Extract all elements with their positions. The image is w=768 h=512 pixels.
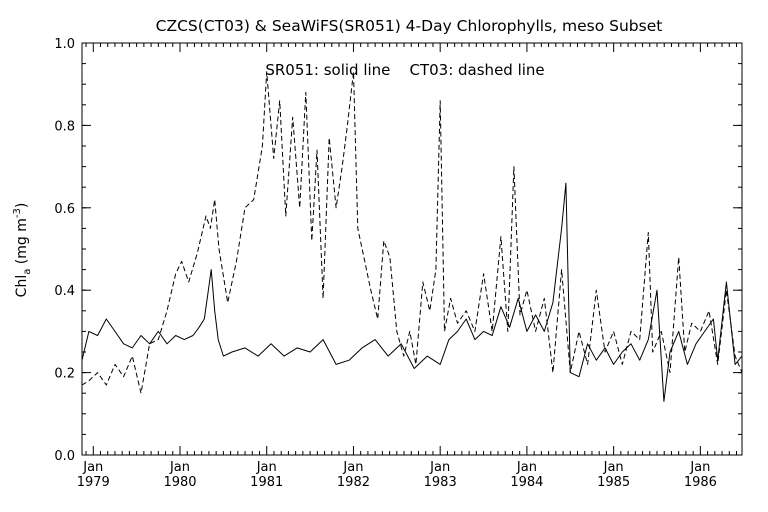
x-tick-month: Jan [342, 460, 363, 475]
x-tick-month: Jan [169, 460, 190, 475]
y-tick-label: 0.4 [54, 284, 75, 299]
x-tick-year: 1980 [163, 475, 196, 490]
plot-frame [81, 42, 743, 456]
y-axis-label-sup: -3 [12, 208, 23, 218]
x-tick-year: 1982 [337, 475, 370, 490]
series-line-ct03 [81, 71, 743, 394]
chart-title: CZCS(CT03) & SeaWiFS(SR051) 4-Day Chloro… [156, 17, 663, 35]
x-tick-year: 1983 [424, 475, 457, 490]
x-tick-year: 1986 [684, 475, 717, 490]
y-axis-label: Chla (mg m-3) [12, 203, 33, 298]
y-tick-label: 0.0 [54, 449, 75, 464]
x-tick-year: 1979 [77, 475, 110, 490]
x-tick-month: Jan [256, 460, 277, 475]
x-tick-month: Jan [603, 460, 624, 475]
x-tick-month: Jan [689, 460, 710, 475]
x-axis: Jan1979Jan1980Jan1981Jan1982Jan1983Jan19… [77, 43, 738, 490]
y-tick-label: 0.2 [54, 367, 75, 382]
y-axis-label-close: ) [14, 203, 30, 208]
y-tick-label: 1.0 [54, 37, 75, 52]
x-tick-year: 1984 [510, 475, 543, 490]
y-axis-label-sub: a [22, 269, 33, 275]
x-tick-month: Jan [516, 460, 537, 475]
series-annotation: SR051: solid line CT03: dashed line [265, 61, 544, 79]
x-tick-year: 1985 [597, 475, 630, 490]
y-axis-label-main: Chl [14, 275, 30, 298]
y-axis: 0.0 0.2 0.4 0.6 0.8 1.0 [54, 37, 742, 464]
x-tick-year: 1981 [250, 475, 283, 490]
x-tick-month: Jan [82, 460, 103, 475]
y-tick-label: 0.6 [54, 202, 75, 217]
y-tick-label: 0.8 [54, 119, 75, 134]
series-line-sr051 [81, 182, 743, 402]
x-tick-month: Jan [429, 460, 450, 475]
series-layer [81, 71, 743, 402]
y-axis-label-unit: (mg m [14, 218, 30, 269]
